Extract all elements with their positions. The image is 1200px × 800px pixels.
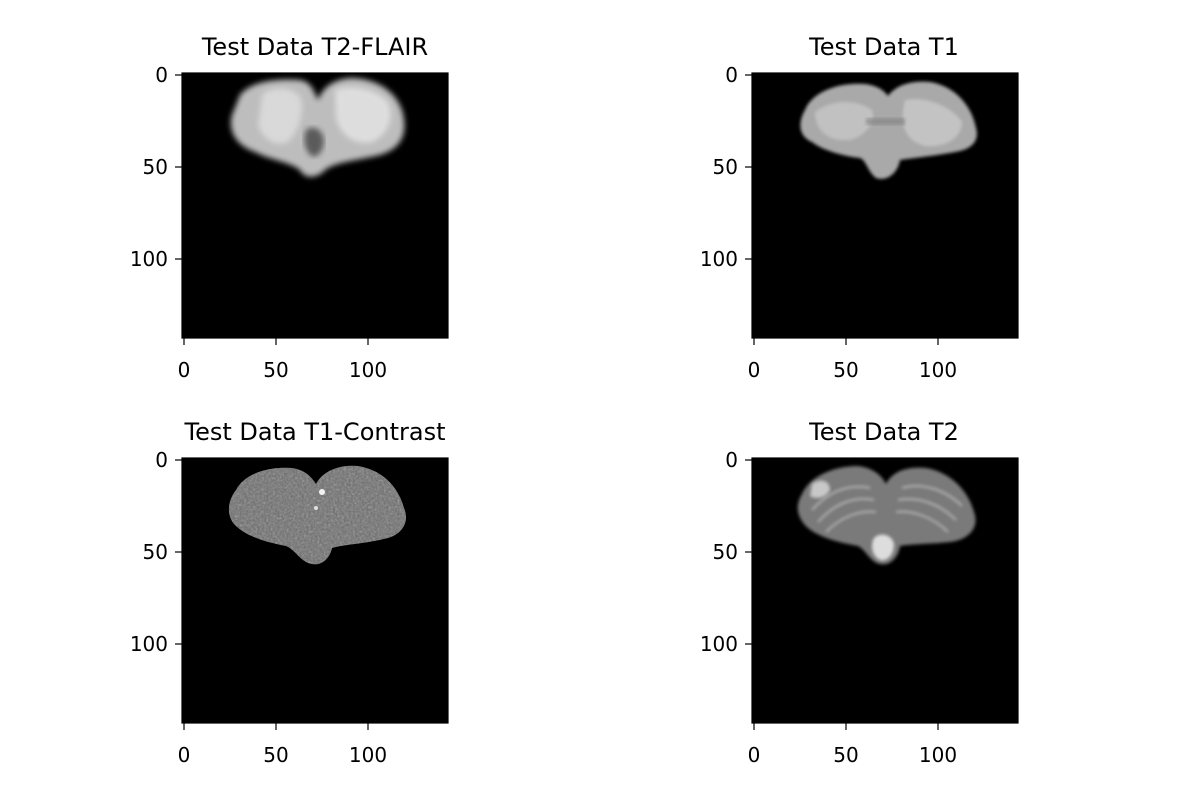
axes-frame xyxy=(181,72,449,339)
panel-title-t2-flair: Test Data T2-FLAIR xyxy=(201,33,428,61)
panel-t2-flair: Test Data T2-FLAIR 0 50 100 0 50 100 xyxy=(130,33,449,382)
panel-t1: Test Data T1 0 50 100 0 50 100 xyxy=(700,33,1019,382)
axes-frame xyxy=(751,72,1019,339)
brain-slice-image xyxy=(228,465,407,565)
y-tick-label: 100 xyxy=(130,247,168,271)
x-tick-label: 50 xyxy=(833,358,858,382)
y-tick-label: 50 xyxy=(143,155,168,179)
x-tick-label: 50 xyxy=(263,358,288,382)
x-axis: 0 50 100 xyxy=(748,338,957,382)
x-tick-label: 0 xyxy=(748,358,761,382)
x-tick-label: 100 xyxy=(919,743,957,767)
y-tick-label: 50 xyxy=(143,540,168,564)
brain-slice-image xyxy=(800,81,977,179)
y-tick-label: 0 xyxy=(725,63,738,87)
panel-t1-contrast: Test Data T1-Contrast 0 50 100 0 50 100 xyxy=(130,418,449,767)
y-tick-label: 100 xyxy=(700,247,738,271)
y-tick-label: 0 xyxy=(155,448,168,472)
y-tick-label: 100 xyxy=(130,632,168,656)
x-tick-label: 100 xyxy=(349,358,387,382)
panel-t2: Test Data T2 0 50 100 xyxy=(700,418,1019,767)
y-axis: 0 50 100 xyxy=(130,63,182,271)
y-axis: 0 50 100 xyxy=(700,63,752,271)
y-tick-label: 0 xyxy=(155,63,168,87)
panel-title-t2: Test Data T2 xyxy=(808,418,959,446)
y-axis: 0 50 100 xyxy=(130,448,182,656)
y-axis: 0 50 100 xyxy=(700,448,752,656)
y-tick-label: 100 xyxy=(700,632,738,656)
brain-slice-image xyxy=(797,466,976,565)
x-tick-label: 0 xyxy=(178,358,191,382)
x-axis: 0 50 100 xyxy=(178,723,387,767)
x-tick-label: 100 xyxy=(349,743,387,767)
panel-title-t1: Test Data T1 xyxy=(808,33,959,61)
axes-frame xyxy=(751,457,1019,724)
y-tick-label: 0 xyxy=(725,448,738,472)
x-tick-label: 50 xyxy=(263,743,288,767)
y-tick-label: 50 xyxy=(713,540,738,564)
panel-title-t1-contrast: Test Data T1-Contrast xyxy=(184,418,446,446)
axes-frame xyxy=(181,457,449,724)
y-tick-label: 50 xyxy=(713,155,738,179)
x-axis: 0 50 100 xyxy=(748,723,957,767)
x-axis: 0 50 100 xyxy=(178,338,387,382)
x-tick-label: 100 xyxy=(919,358,957,382)
brain-slice-image xyxy=(230,78,405,177)
x-tick-label: 0 xyxy=(178,743,191,767)
x-tick-label: 50 xyxy=(833,743,858,767)
x-tick-label: 0 xyxy=(748,743,761,767)
